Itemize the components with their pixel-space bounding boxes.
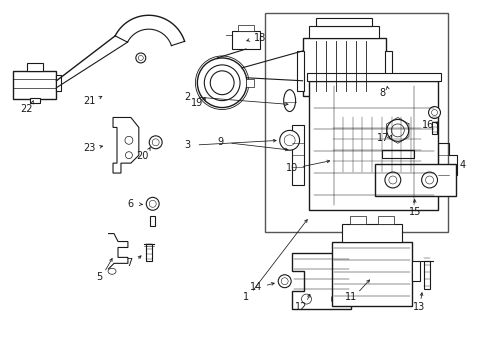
Ellipse shape [125,136,133,144]
Text: 5: 5 [96,272,102,282]
Bar [246,79,254,87]
Bar [378,216,394,224]
Bar [232,31,260,49]
Bar [332,242,412,306]
Bar [356,95,364,103]
Ellipse shape [204,65,240,100]
Bar [56,75,61,91]
Bar [375,164,456,196]
Bar [424,261,430,289]
Ellipse shape [392,124,404,137]
Ellipse shape [125,152,132,159]
Text: 7: 7 [126,258,132,268]
Ellipse shape [389,176,397,184]
Ellipse shape [108,268,116,274]
Text: 6: 6 [128,199,134,209]
Bar [342,95,350,103]
Text: 13: 13 [413,302,425,312]
Ellipse shape [147,197,159,210]
Bar [402,117,421,125]
Text: 12: 12 [295,302,308,312]
Ellipse shape [152,139,159,146]
Bar [332,117,352,125]
Text: 2: 2 [184,92,191,102]
Ellipse shape [432,109,438,116]
Bar [412,261,419,281]
Text: 17: 17 [377,133,389,143]
Bar [238,25,254,31]
Ellipse shape [278,275,291,288]
Ellipse shape [280,130,299,150]
Text: 19: 19 [191,98,203,108]
Ellipse shape [136,53,146,63]
Bar [265,13,448,231]
Bar [382,150,414,158]
Text: 18: 18 [254,33,266,43]
Bar [432,122,437,134]
Ellipse shape [149,201,156,207]
Ellipse shape [429,107,441,118]
Bar [146,243,152,261]
Bar [332,117,421,174]
Text: 16: 16 [422,121,435,130]
Ellipse shape [301,294,312,304]
Text: 20: 20 [137,151,149,161]
Ellipse shape [387,120,409,141]
Ellipse shape [284,135,295,146]
Text: 1: 1 [243,292,249,302]
Bar [302,38,386,96]
Text: 9: 9 [217,137,223,147]
Ellipse shape [421,172,438,188]
Bar [310,81,439,210]
Bar [296,51,303,91]
Ellipse shape [284,90,295,112]
Ellipse shape [385,172,401,188]
Ellipse shape [210,71,234,95]
Bar [150,216,155,226]
Bar [328,95,336,103]
Ellipse shape [149,136,162,149]
Bar [342,224,402,242]
Text: 21: 21 [83,96,96,105]
Text: 4: 4 [459,160,466,170]
Text: 14: 14 [250,282,262,292]
Bar [317,18,372,26]
Bar [307,73,441,81]
Bar [26,63,43,71]
Bar [350,216,366,224]
Text: 22: 22 [21,104,33,113]
Bar [292,125,303,185]
Ellipse shape [426,176,434,184]
Bar [310,26,379,38]
Bar [385,51,392,91]
Text: 3: 3 [184,140,191,150]
Ellipse shape [281,278,288,285]
Text: 11: 11 [345,292,357,302]
Text: 10: 10 [286,163,298,173]
Text: 8: 8 [380,88,386,98]
Text: 15: 15 [409,207,421,217]
Ellipse shape [138,55,143,60]
Bar [370,95,378,103]
Ellipse shape [331,294,341,304]
Bar [30,98,40,103]
Text: 23: 23 [83,143,96,153]
Ellipse shape [197,58,247,108]
Bar [13,71,56,99]
Bar [315,95,322,103]
